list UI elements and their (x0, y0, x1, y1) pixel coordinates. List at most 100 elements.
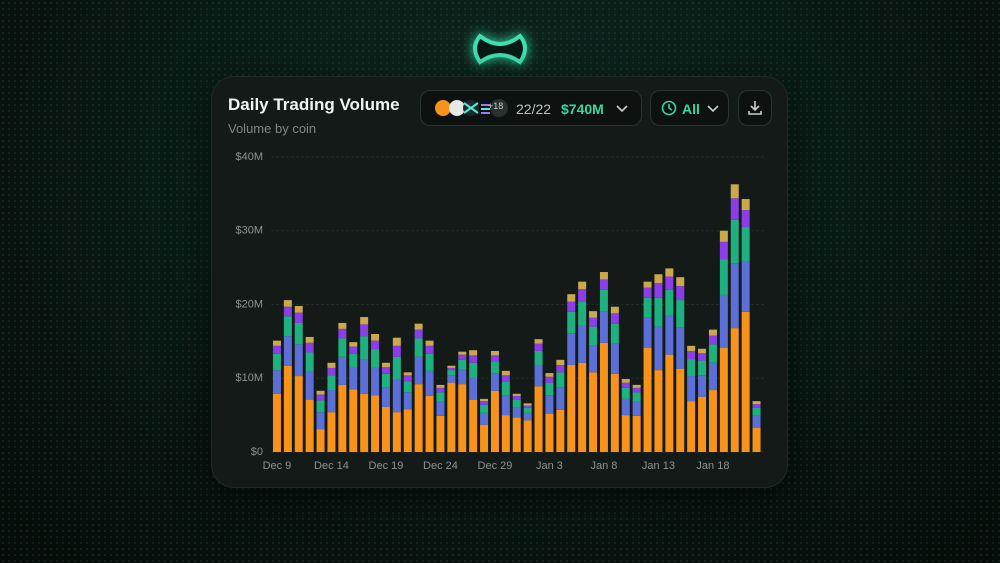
bar-segment (381, 367, 390, 374)
bar-segment (327, 375, 336, 391)
download-button[interactable] (738, 90, 772, 126)
bar-segment (512, 393, 521, 396)
x-tick-label: Jan 18 (696, 460, 729, 472)
bar-segment (490, 373, 499, 391)
bar-segment (534, 339, 543, 344)
selected-count: 22/22 (516, 101, 552, 117)
y-tick-label: $20M (235, 298, 263, 310)
bar-segment (741, 199, 750, 211)
bar-segment (676, 327, 685, 369)
bar-segment (305, 336, 314, 343)
bar-segment (687, 345, 696, 351)
bar-segment (698, 360, 707, 376)
bar-segment (556, 364, 565, 373)
bar-segment (599, 272, 608, 280)
bar-segment (425, 370, 434, 396)
bar-segment (545, 413, 554, 452)
chevron (707, 105, 719, 113)
bar-segment (469, 350, 478, 356)
bar-segment (610, 343, 619, 374)
bar-segment (654, 283, 663, 298)
bar-segment (512, 395, 521, 400)
bar-segment (392, 337, 401, 346)
bar-segment (403, 409, 412, 452)
bar-segment (621, 378, 630, 383)
bar-segment (316, 400, 325, 413)
bar-segment (698, 348, 707, 354)
bar-segment (283, 316, 292, 337)
bar-segment (490, 390, 499, 452)
range-selector[interactable]: All (650, 90, 729, 126)
bar-segment (578, 362, 587, 452)
bar-segment (283, 365, 292, 452)
bar-segment (349, 353, 358, 368)
bar-segment (316, 429, 325, 452)
bar-segment (643, 281, 652, 288)
bar-segment (436, 401, 445, 416)
bar-segment (665, 268, 674, 277)
bar-segment (469, 362, 478, 378)
bar-segment (338, 338, 347, 357)
bar-segment (447, 367, 456, 371)
bar-segment (327, 412, 336, 452)
bar-segment (708, 344, 717, 363)
bar-segment (654, 326, 663, 371)
bar-segment (556, 409, 565, 452)
bar-segment (490, 350, 499, 356)
bar-segment (338, 356, 347, 385)
bar-segment (458, 354, 467, 360)
bar-segment (392, 412, 401, 452)
bar-segment (469, 355, 478, 363)
bar-segment (392, 345, 401, 357)
bar-segment (719, 241, 728, 260)
bar-segment (490, 361, 499, 374)
bar-segment (316, 394, 325, 401)
bar-segment (371, 349, 380, 368)
x-tick-label: Dec 19 (369, 460, 404, 472)
bar-segment (414, 329, 423, 339)
bar-segment (436, 384, 445, 388)
bar-segment (730, 198, 739, 220)
bar-segment (305, 352, 314, 372)
bar-segment (643, 287, 652, 298)
bar-segment (294, 322, 303, 345)
bar-segment (403, 381, 412, 393)
bar-segment (719, 348, 728, 452)
bar-segment (567, 301, 576, 312)
download-icon (748, 101, 762, 115)
bar-segment (294, 312, 303, 323)
bar-segment (436, 415, 445, 452)
bar-segment (349, 389, 358, 452)
bar-segment (414, 384, 423, 452)
bar-segment (643, 348, 652, 452)
bar-segment (643, 317, 652, 349)
bar-segment (687, 401, 696, 452)
bar-segment (567, 333, 576, 365)
bar-segment (741, 210, 750, 228)
bar-segment (578, 301, 587, 326)
bar-segment (752, 407, 761, 416)
bar-segment (665, 354, 674, 452)
bar-segment (338, 384, 347, 452)
bar-segment (327, 362, 336, 368)
x-tick-label: Dec 29 (478, 460, 513, 472)
bar-segment (371, 334, 380, 341)
coin-selector[interactable]: +18 22/22 $740M (420, 90, 642, 126)
bar-segment (425, 395, 434, 452)
bar-segment (523, 403, 532, 406)
bar-segment (719, 230, 728, 242)
bar-segment (752, 427, 761, 452)
bar-segment (381, 362, 390, 368)
y-tick-label: $0 (251, 446, 263, 458)
bar-segment (556, 359, 565, 365)
bar-segment (698, 396, 707, 452)
bar-segment (589, 345, 598, 373)
bar-segment (654, 274, 663, 284)
bar-segment (610, 373, 619, 452)
bar-segment (349, 346, 358, 354)
bar-segment (272, 393, 281, 452)
bar-segment (643, 297, 652, 318)
bar-segment (578, 325, 587, 363)
